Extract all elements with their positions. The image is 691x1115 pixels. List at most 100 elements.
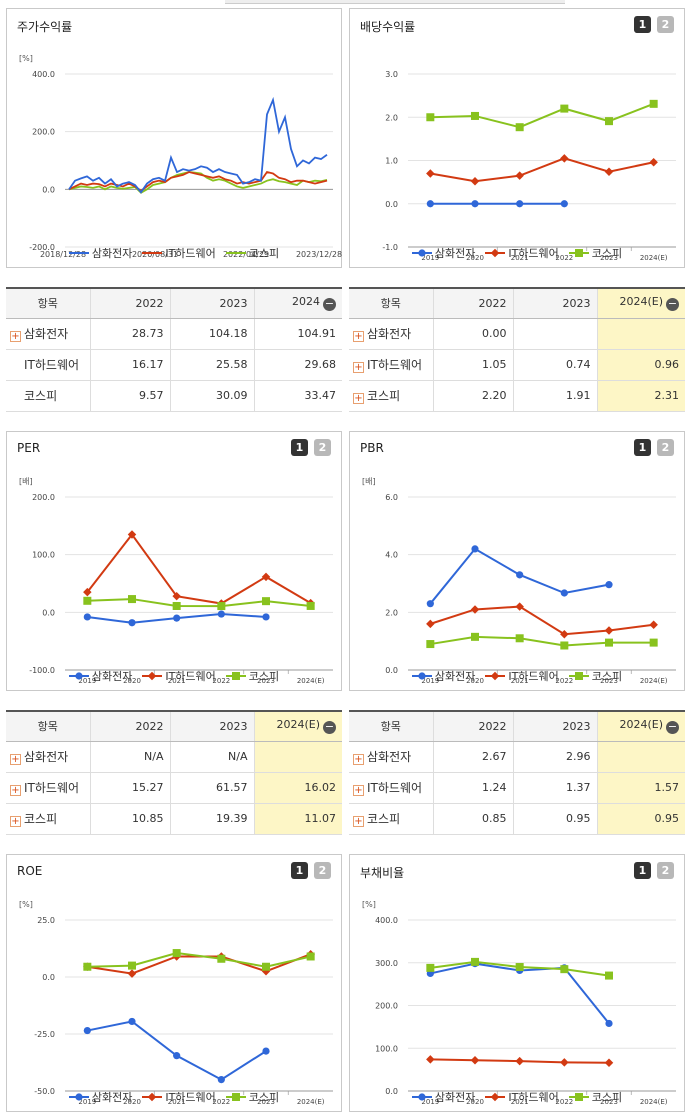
cell-text: 30.09 [216, 389, 248, 402]
y-tick-label: 200.0 [32, 128, 55, 137]
view-2-button[interactable]: 2 [314, 862, 331, 879]
x-tick-label: 2022 [212, 1098, 230, 1106]
legend-item: 코스피 [225, 1089, 279, 1105]
expand-icon[interactable]: + [353, 785, 364, 796]
collapse-icon[interactable]: − [666, 297, 679, 312]
table-row: + 삼화전자 N/A N/A [6, 741, 342, 773]
series-line [430, 102, 655, 129]
table-cell [512, 318, 597, 350]
row-label: IT하드웨어 [6, 349, 90, 381]
y-tick-label: 0.0 [42, 185, 55, 194]
expand-icon[interactable]: + [10, 785, 21, 796]
legend-swatch [68, 1093, 89, 1101]
pbr-table: 항목 2022 2023 2024(E) − + 삼화전자 2.67 2.96 + IT하드웨어 1.… [349, 710, 685, 835]
column-header: 항목 [6, 288, 90, 319]
data-point [471, 111, 479, 120]
data-point [261, 572, 271, 582]
y-tick-label: -25.0 [34, 1030, 55, 1039]
x-tick-label: 2021 [511, 1098, 529, 1106]
y-tick-label: 100.0 [375, 1044, 398, 1053]
collapse-icon[interactable]: − [323, 720, 336, 735]
table-header-row: 항목 2022 2023 2024− [6, 288, 342, 319]
table-cell [596, 741, 685, 773]
data-point [262, 597, 270, 606]
cell-text: 33.47 [304, 389, 337, 402]
y-tick-label: 0.0 [42, 608, 55, 617]
column-header: 2022 [89, 711, 170, 742]
data-point [173, 614, 181, 622]
view-1-button[interactable]: 1 [634, 862, 651, 879]
cell-text: 코스피 [367, 389, 401, 403]
expand-icon[interactable]: + [353, 331, 364, 342]
data-point [262, 962, 270, 971]
expand-icon[interactable]: + [10, 331, 21, 342]
table-cell: 0.00 [432, 318, 513, 350]
cell-text: 2.96 [566, 750, 591, 763]
view-1-button[interactable]: 1 [291, 862, 308, 879]
cell-text: 29.68 [304, 358, 337, 371]
column-header: 항목 [6, 711, 90, 742]
column-header-label: 2024(E) [619, 295, 663, 309]
data-point [426, 113, 435, 122]
cell-text: IT하드웨어 [367, 781, 423, 795]
legend-swatch [68, 672, 89, 680]
row-label: + IT하드웨어 [349, 772, 433, 804]
cell-text: 11.07 [304, 812, 337, 825]
data-point [128, 595, 136, 604]
view-2-button[interactable]: 2 [314, 439, 331, 456]
table-row: + 코스피 10.85 19.39 11.07 [6, 803, 342, 835]
expand-icon[interactable]: + [353, 362, 364, 373]
table-row: + 코스피 0.85 0.95 0.95 [349, 803, 685, 835]
expand-icon[interactable]: + [353, 816, 364, 827]
column-header: 2023 [512, 711, 597, 742]
table-cell: 0.85 [432, 803, 513, 835]
expand-icon[interactable]: + [10, 754, 21, 765]
collapse-icon[interactable]: − [666, 720, 679, 735]
view-1-button[interactable]: 1 [634, 439, 651, 456]
x-tick-label: 2021 [511, 254, 529, 262]
column-header: 2024− [253, 288, 342, 319]
data-point [560, 200, 568, 208]
row-label: + 삼화전자 [349, 741, 433, 773]
row-label: 코스피 [6, 380, 90, 412]
legend-marker [574, 1093, 583, 1101]
legend-item: 코스피 [568, 1089, 622, 1105]
series-line [430, 157, 654, 183]
data-point [515, 963, 524, 972]
table-cell: 2.96 [512, 741, 597, 773]
data-point [217, 954, 226, 963]
row-label: + 삼화전자 [349, 318, 433, 350]
expand-icon[interactable]: + [353, 754, 364, 765]
view-2-button[interactable]: 2 [657, 862, 674, 879]
series-line [87, 1020, 267, 1081]
legend-item: IT하드웨어 [142, 245, 216, 261]
column-header-label: 항목 [37, 297, 58, 311]
legend-item: 삼화전자 [411, 245, 475, 261]
data-point [172, 949, 181, 958]
data-point [605, 117, 613, 126]
view-1-button[interactable]: 1 [291, 439, 308, 456]
cell-text: 삼화전자 [24, 327, 69, 341]
collapse-icon[interactable]: − [323, 297, 336, 312]
data-point [128, 619, 136, 627]
view-2-button[interactable]: 2 [657, 439, 674, 456]
expand-icon[interactable]: + [353, 393, 364, 404]
y-tick-label: 1.0 [385, 157, 398, 166]
view-2-button[interactable]: 2 [657, 16, 674, 33]
series-line [68, 96, 328, 194]
cell-text: 1.91 [566, 389, 591, 402]
view-1-button[interactable]: 1 [634, 16, 651, 33]
chart-svg: [%] 25.0 0.0 -25.0 -50.0 2019 2020 2021 2022 2023… [19, 900, 333, 1106]
data-point [516, 571, 524, 579]
y-tick-label: 300.0 [375, 959, 398, 968]
expand-icon[interactable]: + [10, 816, 21, 827]
x-tick-label: 2019 [78, 1098, 96, 1106]
legend-label: IT하드웨어 [508, 1091, 559, 1104]
unit-label: [%] [362, 900, 376, 909]
data-point [83, 613, 91, 621]
row-label: + 삼화전자 [6, 318, 90, 350]
